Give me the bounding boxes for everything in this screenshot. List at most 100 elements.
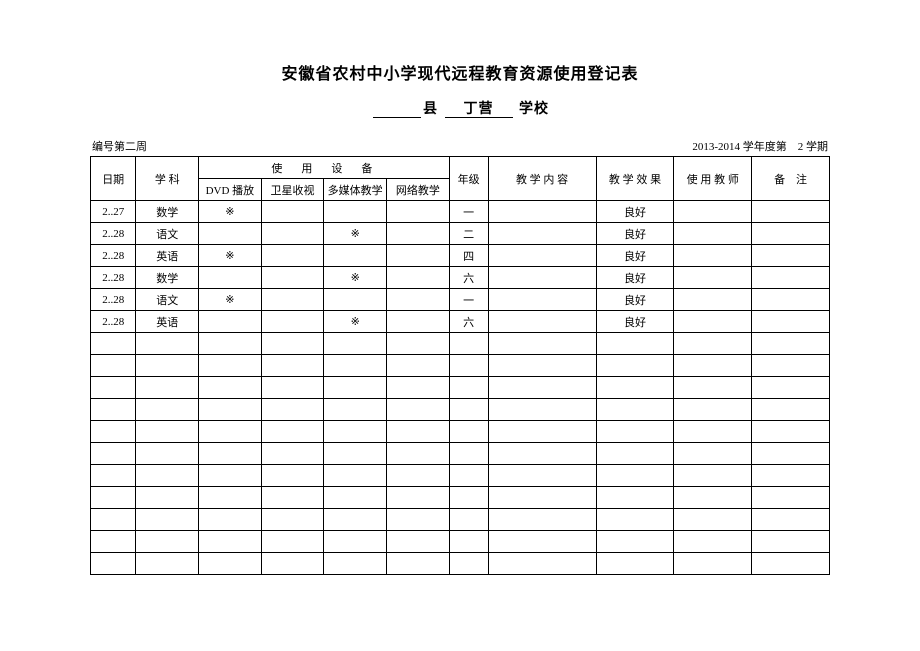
cell-sat bbox=[261, 377, 324, 399]
table-row: 2..28英语※四良好 bbox=[91, 245, 830, 267]
cell-grade bbox=[449, 487, 488, 509]
cell-grade: 一 bbox=[449, 289, 488, 311]
cell-mm bbox=[324, 531, 387, 553]
cell-subject bbox=[136, 443, 199, 465]
cell-net bbox=[387, 311, 450, 333]
cell-subject: 数学 bbox=[136, 267, 199, 289]
cell-teacher bbox=[674, 399, 752, 421]
cell-grade bbox=[449, 465, 488, 487]
table-row: 2..28语文※二良好 bbox=[91, 223, 830, 245]
cell-sat bbox=[261, 223, 324, 245]
cell-dvd bbox=[199, 355, 262, 377]
cell-sat bbox=[261, 531, 324, 553]
cell-effect bbox=[596, 355, 674, 377]
cell-date: 2..28 bbox=[91, 245, 136, 267]
cell-teacher bbox=[674, 553, 752, 575]
table-row: 2..27数学※一良好 bbox=[91, 201, 830, 223]
cell-subject bbox=[136, 487, 199, 509]
table-row bbox=[91, 531, 830, 553]
th-effect: 教 学 效 果 bbox=[596, 157, 674, 201]
cell-note bbox=[752, 201, 830, 223]
cell-date: 2..27 bbox=[91, 201, 136, 223]
th-equipment-group: 使 用 设 备 bbox=[199, 157, 450, 179]
cell-teacher bbox=[674, 465, 752, 487]
cell-date bbox=[91, 487, 136, 509]
cell-dvd bbox=[199, 377, 262, 399]
cell-subject bbox=[136, 333, 199, 355]
cell-effect bbox=[596, 531, 674, 553]
cell-date bbox=[91, 443, 136, 465]
header-row-1: 日期 学 科 使 用 设 备 年级 教 学 内 容 教 学 效 果 使 用 教 … bbox=[91, 157, 830, 179]
cell-date bbox=[91, 553, 136, 575]
cell-teacher bbox=[674, 487, 752, 509]
th-grade: 年级 bbox=[449, 157, 488, 201]
cell-effect bbox=[596, 399, 674, 421]
cell-grade: 一 bbox=[449, 201, 488, 223]
cell-mm bbox=[324, 355, 387, 377]
cell-dvd bbox=[199, 223, 262, 245]
cell-note bbox=[752, 245, 830, 267]
cell-content bbox=[488, 333, 596, 355]
cell-grade bbox=[449, 399, 488, 421]
table-row bbox=[91, 509, 830, 531]
cell-teacher bbox=[674, 377, 752, 399]
cell-effect: 良好 bbox=[596, 311, 674, 333]
cell-subject bbox=[136, 465, 199, 487]
cell-sat bbox=[261, 509, 324, 531]
cell-subject bbox=[136, 531, 199, 553]
th-eq-sat: 卫星收视 bbox=[261, 179, 324, 201]
cell-subject: 数学 bbox=[136, 201, 199, 223]
cell-sat bbox=[261, 333, 324, 355]
cell-effect bbox=[596, 333, 674, 355]
cell-sat bbox=[261, 355, 324, 377]
cell-mm bbox=[324, 289, 387, 311]
cell-note bbox=[752, 223, 830, 245]
cell-mm: ※ bbox=[324, 267, 387, 289]
cell-net bbox=[387, 509, 450, 531]
cell-subject: 英语 bbox=[136, 311, 199, 333]
cell-net bbox=[387, 201, 450, 223]
cell-note bbox=[752, 333, 830, 355]
cell-net bbox=[387, 267, 450, 289]
cell-content bbox=[488, 311, 596, 333]
cell-grade bbox=[449, 553, 488, 575]
cell-teacher bbox=[674, 421, 752, 443]
cell-content bbox=[488, 465, 596, 487]
cell-date: 2..28 bbox=[91, 223, 136, 245]
cell-effect bbox=[596, 487, 674, 509]
cell-subject bbox=[136, 399, 199, 421]
cell-content bbox=[488, 421, 596, 443]
cell-grade bbox=[449, 333, 488, 355]
cell-net bbox=[387, 465, 450, 487]
cell-mm bbox=[324, 465, 387, 487]
cell-mm bbox=[324, 245, 387, 267]
cell-note bbox=[752, 377, 830, 399]
th-subject: 学 科 bbox=[136, 157, 199, 201]
cell-date: 2..28 bbox=[91, 311, 136, 333]
cell-date bbox=[91, 421, 136, 443]
cell-sat bbox=[261, 465, 324, 487]
th-content: 教 学 内 容 bbox=[488, 157, 596, 201]
county-label: 县 bbox=[423, 102, 438, 117]
cell-date bbox=[91, 333, 136, 355]
cell-teacher bbox=[674, 223, 752, 245]
cell-date bbox=[91, 377, 136, 399]
cell-dvd bbox=[199, 509, 262, 531]
cell-net bbox=[387, 487, 450, 509]
cell-sat bbox=[261, 245, 324, 267]
cell-content bbox=[488, 267, 596, 289]
cell-teacher bbox=[674, 245, 752, 267]
cell-sat bbox=[261, 553, 324, 575]
cell-content bbox=[488, 531, 596, 553]
cell-content bbox=[488, 553, 596, 575]
document-subtitle: 县 丁营 学校 bbox=[90, 98, 830, 118]
cell-mm: ※ bbox=[324, 311, 387, 333]
cell-teacher bbox=[674, 443, 752, 465]
cell-dvd bbox=[199, 487, 262, 509]
cell-dvd: ※ bbox=[199, 201, 262, 223]
cell-sat bbox=[261, 311, 324, 333]
cell-note bbox=[752, 267, 830, 289]
cell-grade: 二 bbox=[449, 223, 488, 245]
county-blank bbox=[373, 103, 421, 118]
cell-teacher bbox=[674, 289, 752, 311]
